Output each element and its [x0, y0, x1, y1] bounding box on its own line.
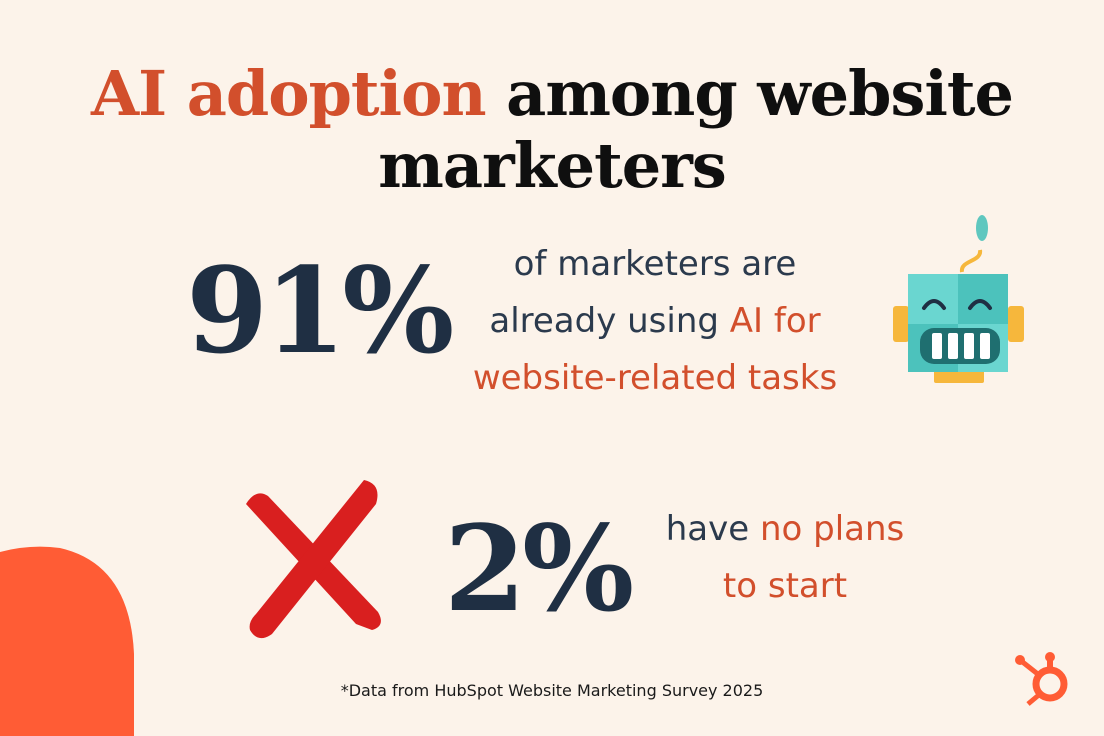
decorative-blob — [0, 546, 134, 736]
hubspot-logo — [1015, 652, 1068, 706]
stat2-line1-accent: no plans — [759, 509, 905, 549]
page-title: AI adoption among website marketers — [0, 58, 1104, 202]
stat2-description: have no plans to start — [640, 501, 930, 615]
stat1-line2-plain: already using — [489, 301, 730, 341]
stat2-line1: have no plans — [640, 501, 930, 558]
stat-91-percent: 91% — [186, 241, 454, 380]
stat2-line1-plain: have — [665, 509, 760, 549]
x-mark-icon — [246, 480, 381, 639]
stat1-line1: of marketers are — [513, 244, 797, 284]
stat1-line2: already using AI for — [440, 293, 870, 350]
footnote-source: *Data from HubSpot Website Marketing Sur… — [340, 681, 764, 700]
stat1-line3: website-related tasks — [472, 358, 838, 398]
title-rest: among website marketers — [378, 57, 1014, 202]
stat1-description: of marketers are already using AI for we… — [440, 236, 870, 407]
stat2-line2: to start — [722, 566, 848, 606]
stat-2-percent: 2% — [444, 499, 634, 638]
robot-icon — [893, 215, 1024, 383]
stat1-line2-accent: AI for — [729, 301, 821, 341]
title-accent: AI adoption — [91, 57, 487, 130]
